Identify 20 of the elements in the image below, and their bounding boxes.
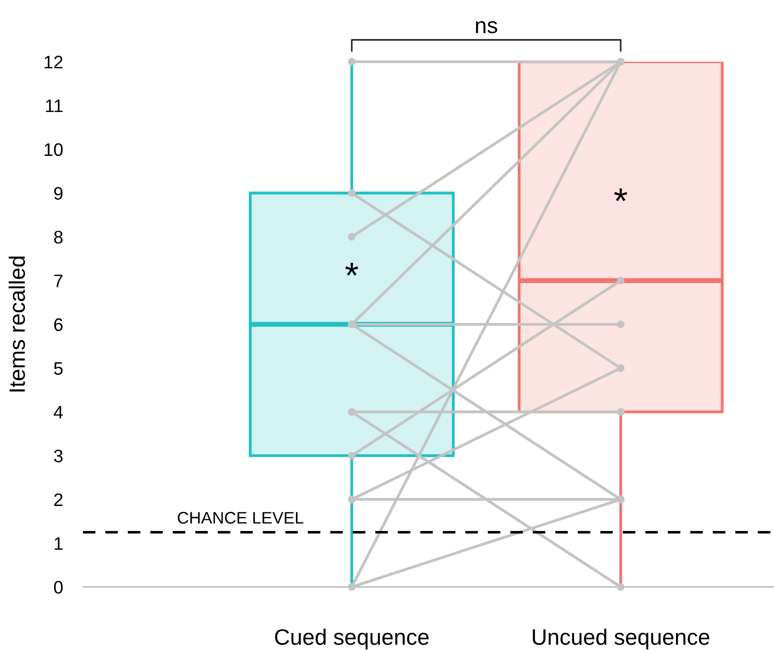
y-tick-label: 1 [54,537,62,550]
y-tick-label: 11 [46,100,62,112]
x-tick-label: Cued sequence [275,628,429,650]
x-tick-label: Uncued sequence [532,628,710,650]
y-tick-label: 2 [54,493,62,506]
y-tick-label: 8 [54,230,63,244]
y-tick-label: 9 [54,186,63,200]
y-tick-label: 12 [44,56,62,68]
y-tick-label: 3 [54,450,63,462]
annotation: * [345,262,358,276]
y-tick-label: 4 [54,406,63,418]
y-tick-label: 5 [54,362,63,375]
annotation: * [614,188,628,202]
text: ns [476,21,498,34]
y-axis-title: Items recalled [8,256,26,392]
y-tick-label: 7 [54,274,62,288]
y-tick-label: 10 [44,143,63,156]
y-tick-label: 6 [54,318,63,332]
ref-line-label: CHANCE LEVEL [178,512,304,524]
y-tick-label: 0 [54,580,63,594]
